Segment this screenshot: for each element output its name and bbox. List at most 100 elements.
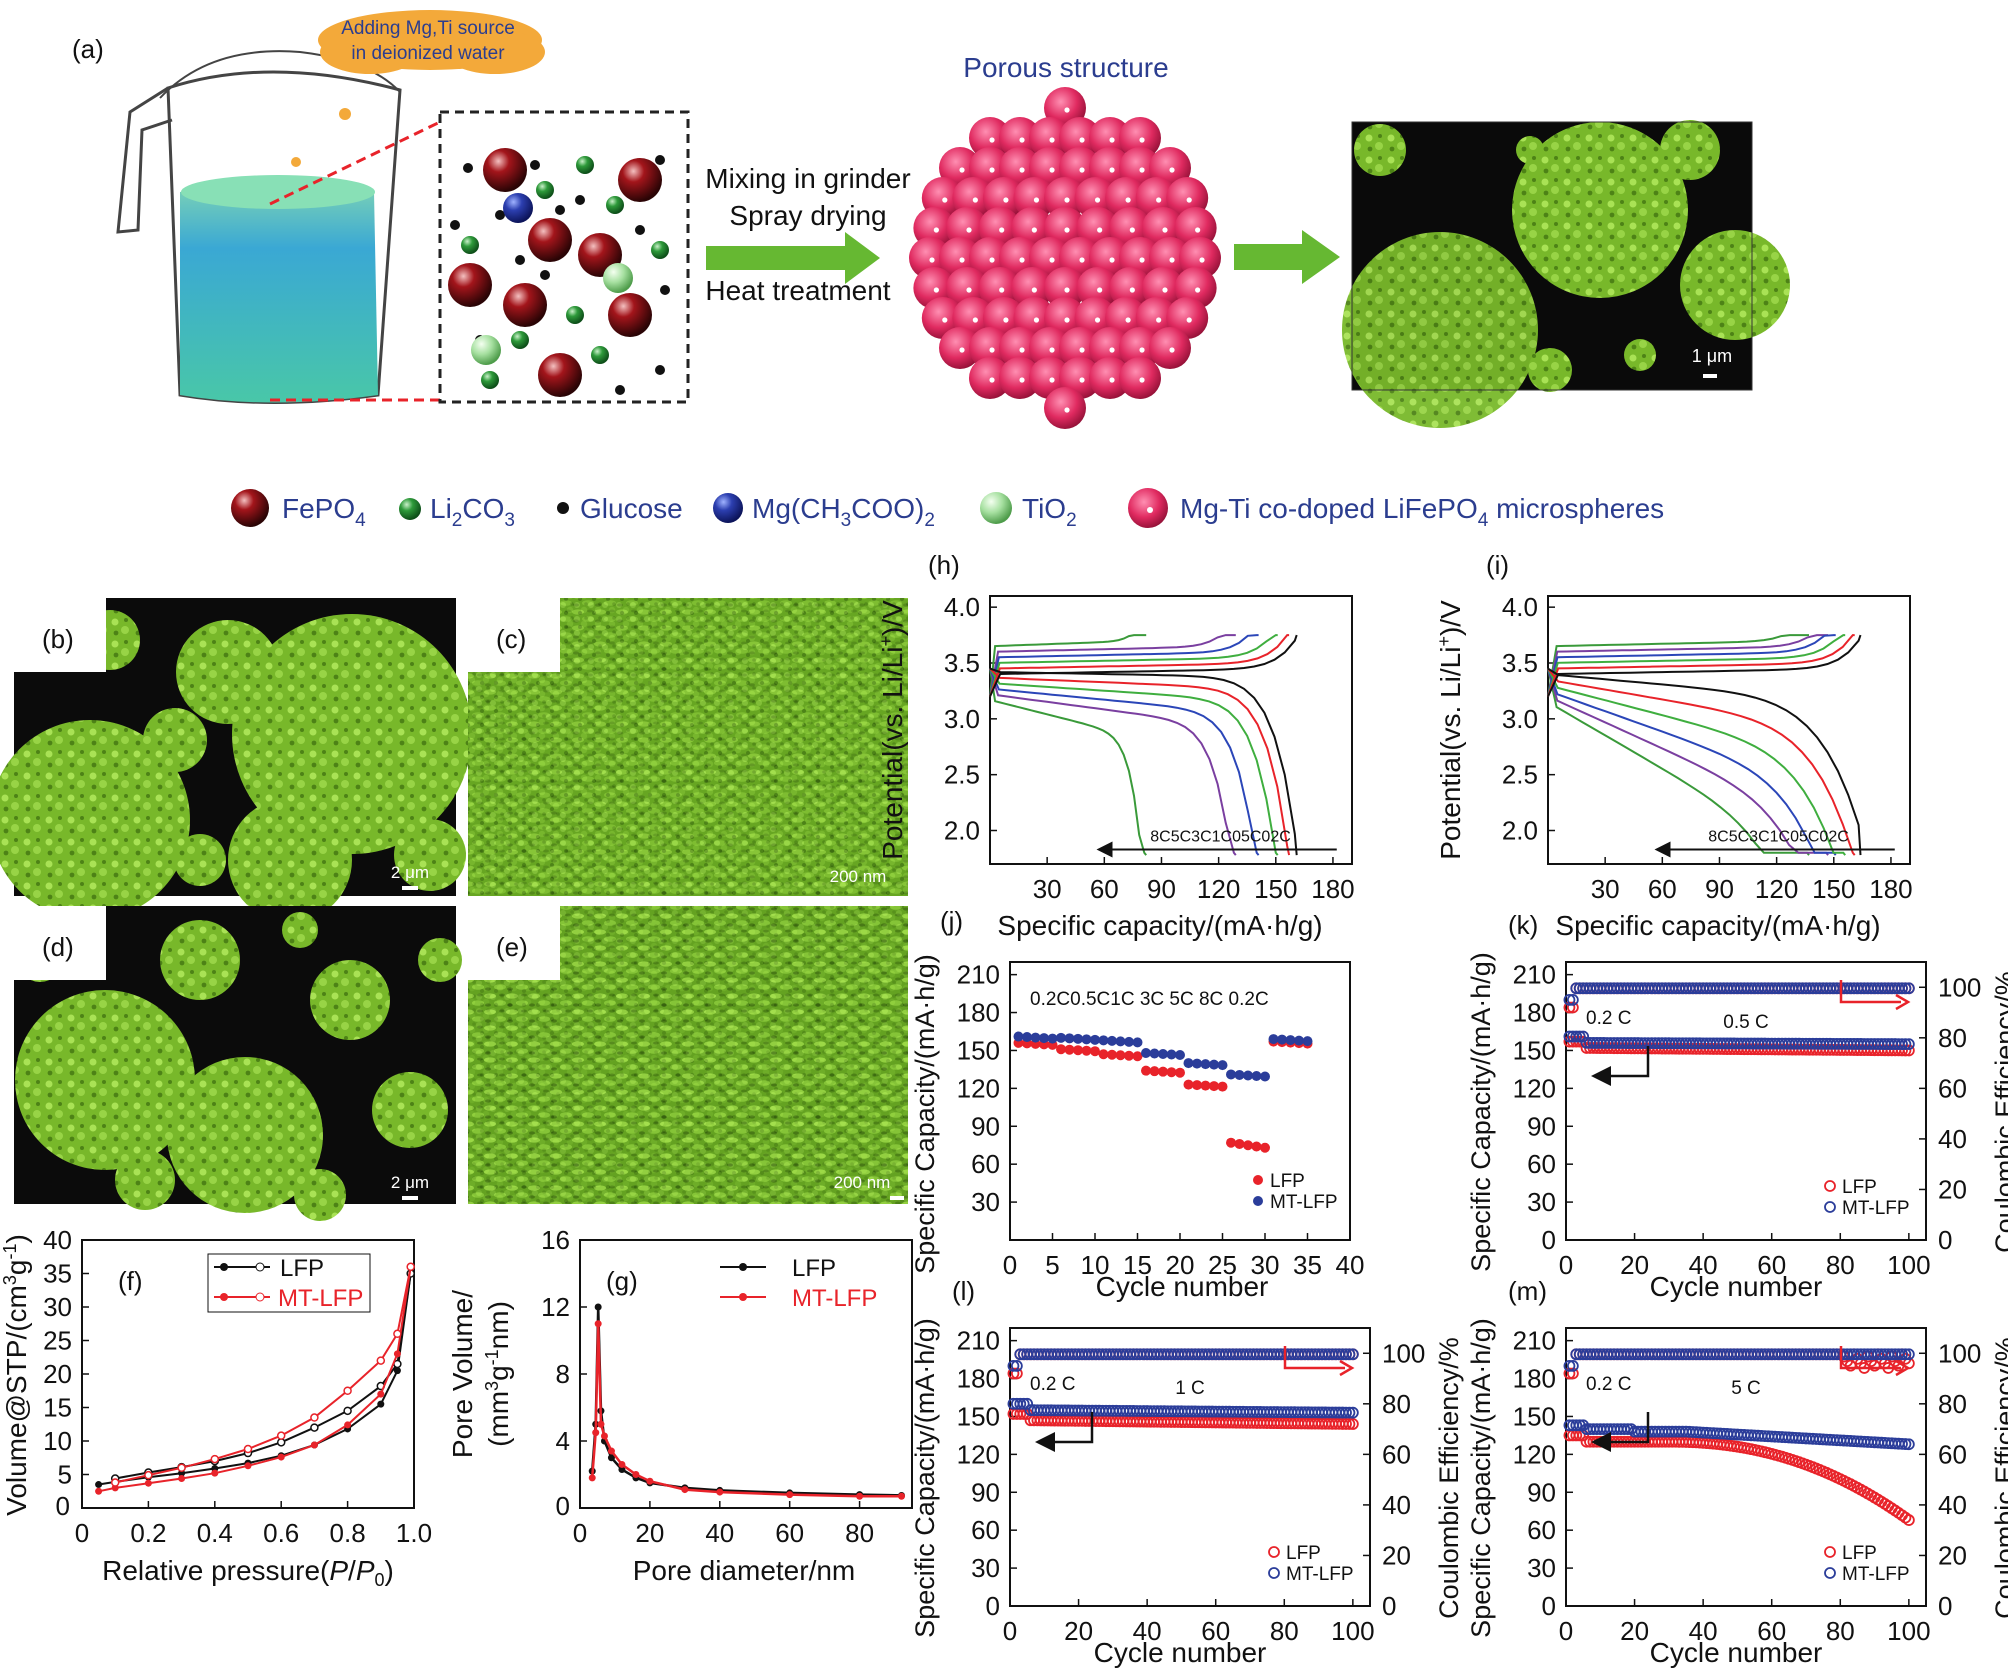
efficiency-point-MT-LFP [1563, 994, 1576, 1006]
legend-marker [1253, 1196, 1263, 1206]
panel-label: (m) [1508, 1276, 1547, 1306]
efficiency-point-MT-LFP [1899, 982, 1912, 995]
x-axis-title: Cycle number [1650, 1271, 1823, 1302]
pore-point [681, 1486, 689, 1494]
y-axis-title: Volume@STP/(cm3g-1) [0, 1234, 32, 1516]
legend-marker [220, 1263, 228, 1271]
panel-c-label: (c) [496, 624, 526, 654]
plot-frame [1565, 961, 1927, 1241]
step-spray: Spray drying [729, 200, 886, 231]
x-tick-label: 40 [1689, 1616, 1718, 1646]
fepo4-particle [448, 263, 492, 307]
pore [1139, 347, 1145, 353]
pore [1186, 317, 1192, 323]
y-tick-label: 2.0 [1502, 816, 1538, 846]
li2co3-particle [481, 371, 499, 389]
x-tick-label: 0.2 [130, 1518, 166, 1548]
cycle-point-LFP [1149, 1066, 1160, 1077]
cycle-point-MT-LFP [1285, 1035, 1296, 1046]
capacity-point-MT-LFP [1017, 1397, 1030, 1410]
glucose-particle [575, 195, 585, 205]
charge-curve [1547, 634, 1836, 697]
plot-frame [989, 595, 1353, 865]
y-tick-label: 180 [1513, 998, 1556, 1028]
x-tick-label: 1.0 [396, 1518, 432, 1548]
cycle-point-MT-LFP [1141, 1047, 1151, 1058]
x-tick-label: 0 [1559, 1616, 1573, 1646]
pore [1097, 287, 1103, 293]
efficiency-point-LFP [1007, 1367, 1020, 1380]
pore [1049, 137, 1055, 143]
microsphere-particle [999, 117, 1041, 159]
x-axis-title: Specific capacity/(mA·h/g) [997, 910, 1322, 941]
y-tick-label: 120 [957, 1073, 1000, 1103]
y-tick-label: 30 [971, 1187, 1000, 1217]
pore [1162, 287, 1168, 293]
x-tick-label: 100 [1887, 1250, 1930, 1280]
microsphere-particle [1074, 177, 1117, 219]
adsorption-point [344, 1421, 352, 1429]
pore [966, 227, 972, 233]
pore [1094, 197, 1101, 203]
y-tick-label: 12 [541, 1292, 570, 1322]
y-axis-title: Specific Capacity/(mA·h/g) [1466, 952, 1496, 1272]
y-tick-label: 3.5 [944, 648, 980, 678]
capacity-point-LFP [1346, 1418, 1359, 1430]
cycle-point-MT-LFP [1166, 1049, 1177, 1060]
cycle-point-MT-LFP [1251, 1070, 1262, 1081]
microsphere-particle [1029, 117, 1071, 159]
cycle-point-LFP [1158, 1066, 1168, 1077]
charge-curve [989, 634, 1290, 697]
pore-point [594, 1303, 602, 1311]
adsorption-point [277, 1453, 285, 1461]
adsorption-point [377, 1400, 385, 1408]
pore-point [600, 1432, 608, 1440]
x-tick-label: 0 [1003, 1250, 1017, 1280]
y2-tick-label: 40 [1938, 1490, 1967, 1520]
pore [1031, 227, 1037, 233]
legend-marker [255, 1262, 265, 1272]
desorption-point [310, 1413, 319, 1422]
y2-tick-label: 0 [1938, 1225, 1952, 1255]
x-tick-label: 150 [1254, 874, 1297, 904]
cycle-point-MT-LFP [1124, 1036, 1134, 1047]
microsphere-particle [969, 357, 1011, 399]
cycle-point-LFP [1098, 1049, 1109, 1060]
tio2-particle [471, 335, 501, 365]
y-tick-label: 0 [1542, 1225, 1556, 1255]
panel-label: (k) [1508, 910, 1538, 940]
capacity-point-MT-LFP [1570, 1419, 1583, 1432]
chart-k: 0 20 40 60 80 100 30 60 90 120 150 180 210 0 20 40 60 80 1… [1466, 910, 2008, 1302]
sem-panel-d: (d) 2 μm [14, 906, 462, 1221]
glucose-particle [635, 225, 645, 235]
capacity-point-MT-LFP [1573, 1419, 1586, 1432]
efficiency-point-MT-LFP [1902, 982, 1915, 995]
charge-curve [989, 634, 1278, 697]
legend-lfp: LFP [1842, 1177, 1877, 1198]
x-tick-label: 20 [1064, 1616, 1093, 1646]
microsphere-particle [1149, 327, 1191, 369]
cycle-point-MT-LFP [1056, 1032, 1066, 1043]
desorption-point [177, 1463, 186, 1473]
x-tick-label: 40 [1689, 1250, 1718, 1280]
x-tick-label: 15 [1123, 1250, 1152, 1280]
microsphere-particle [1089, 327, 1131, 369]
adsorption-point [310, 1441, 318, 1449]
x-axis-title: Cycle number [1650, 1637, 1823, 1668]
drop [339, 108, 351, 120]
microsphere-particle [1044, 387, 1086, 429]
drop [291, 157, 301, 167]
bubble-line-2: in deionized water [351, 43, 505, 64]
desorption-point [376, 1356, 386, 1365]
y-tick-label: 40 [43, 1225, 72, 1255]
efficiency-point-MT-LFP [1346, 1348, 1359, 1361]
pore [1125, 197, 1131, 203]
desorption-point [343, 1406, 352, 1416]
adsorption-point [244, 1462, 252, 1470]
y-tick-label: 2.5 [1502, 760, 1538, 790]
beaker-handle [116, 86, 173, 234]
charge-curve [989, 634, 1236, 697]
legend-lfp: LFP [280, 1255, 324, 1282]
pore [1186, 197, 1192, 203]
x-tick-label: 40 [705, 1518, 734, 1548]
